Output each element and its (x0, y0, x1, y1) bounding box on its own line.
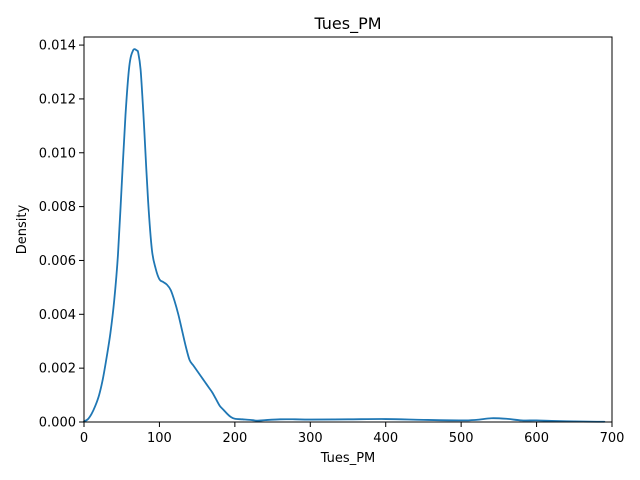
y-tick-label: 0.006 (39, 254, 76, 269)
x-tick-label: 600 (524, 431, 549, 446)
x-tick-label: 200 (222, 431, 247, 446)
y-tick-label: 0.000 (39, 416, 76, 431)
x-axis-label: Tues_PM (320, 451, 376, 466)
y-axis-label: Density (15, 204, 30, 254)
y-tick-label: 0.008 (39, 200, 76, 215)
y-tick-label: 0.002 (39, 362, 76, 377)
x-tick-label: 400 (373, 431, 398, 446)
plot-background (84, 37, 612, 422)
y-tick-label: 0.004 (39, 308, 76, 323)
y-axis: 0.000 0.002 0.004 0.006 0.008 0.010 0.012 0.014 (39, 39, 84, 431)
y-tick-label: 0.014 (39, 39, 76, 54)
x-tick-label: 500 (449, 431, 474, 446)
x-axis: 0 100 200 300 400 500 600 700 (80, 422, 625, 446)
y-tick-label: 0.010 (39, 146, 76, 161)
plot-area (84, 37, 612, 422)
x-tick-label: 0 (80, 431, 88, 446)
x-tick-label: 300 (298, 431, 323, 446)
chart-title: Tues_PM (313, 14, 381, 34)
y-tick-label: 0.012 (39, 92, 76, 107)
x-tick-label: 700 (600, 431, 625, 446)
x-tick-label: 100 (147, 431, 172, 446)
